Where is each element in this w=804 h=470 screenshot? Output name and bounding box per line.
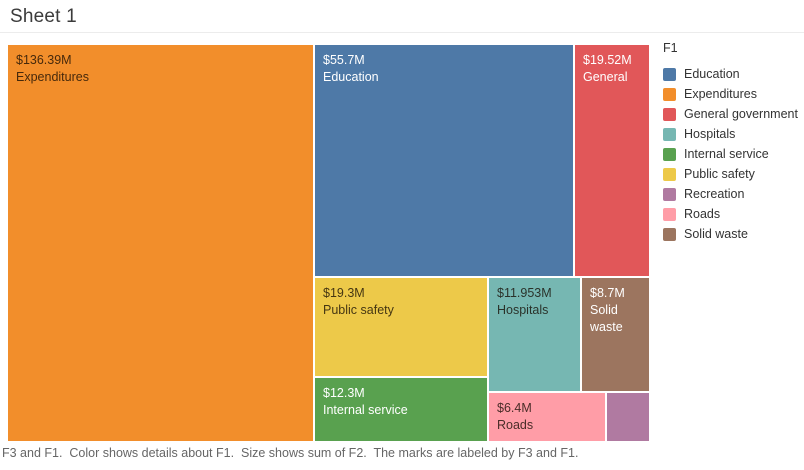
treemap-tile-hospitals[interactable]: $11.953M Hospitals (489, 278, 580, 391)
treemap-tile-recreation[interactable] (607, 393, 649, 441)
tile-value: $19.52M (583, 53, 632, 67)
legend-title: F1 (663, 41, 678, 55)
treemap-tile-expenditures[interactable]: $136.39M Expenditures (8, 45, 313, 441)
page-title: Sheet 1 (10, 6, 77, 27)
legend-item-general-government[interactable]: General government (661, 104, 801, 124)
title-divider (0, 32, 804, 33)
tile-value: $8.7M (590, 286, 625, 300)
tile-value: $6.4M (497, 401, 532, 415)
treemap-tile-public-safety[interactable]: $19.3M Public safety (315, 278, 487, 376)
tile-value: $55.7M (323, 53, 365, 67)
legend-items: Education Expenditures General governmen… (661, 64, 801, 244)
legend: F1 Education Expenditures General govern… (661, 41, 801, 244)
legend-item-expenditures[interactable]: Expenditures (661, 84, 801, 104)
legend-item-internal-service[interactable]: Internal service (661, 144, 801, 164)
treemap-tile-solid-waste[interactable]: $8.7M Solid waste (582, 278, 649, 391)
legend-item-label: Public safety (684, 167, 755, 181)
tile-label: Public safety (323, 302, 394, 317)
legend-item-solid-waste[interactable]: Solid waste (661, 224, 801, 244)
legend-swatch-icon (663, 227, 676, 241)
tile-label: General (583, 69, 628, 84)
treemap-tile-education[interactable]: $55.7M Education (315, 45, 573, 276)
tile-label: Expenditures (16, 69, 89, 84)
chart-caption: F3 and F1. Color shows details about F1.… (2, 446, 579, 460)
legend-swatch-icon (663, 187, 676, 201)
legend-swatch-icon (663, 207, 676, 221)
treemap-tile-roads[interactable]: $6.4M Roads (489, 393, 605, 441)
legend-item-label: Solid waste (684, 227, 748, 241)
legend-swatch-icon (663, 127, 676, 141)
legend-swatch-icon (663, 167, 676, 181)
legend-item-hospitals[interactable]: Hospitals (661, 124, 801, 144)
legend-swatch-icon (663, 147, 676, 161)
treemap-tile-general[interactable]: $19.52M General (575, 45, 649, 276)
legend-item-label: Hospitals (684, 127, 736, 141)
legend-item-label: Recreation (684, 187, 745, 201)
treemap: $136.39M Expenditures $55.7M Education $… (8, 45, 649, 441)
legend-item-public-safety[interactable]: Public safety (661, 164, 801, 184)
legend-item-roads[interactable]: Roads (661, 204, 801, 224)
tile-value: $12.3M (323, 386, 365, 400)
tile-label: Internal service (323, 402, 408, 417)
tile-value: $136.39M (16, 53, 72, 67)
tile-value: $11.953M (497, 286, 552, 300)
legend-item-label: Internal service (684, 147, 769, 161)
legend-item-label: Roads (684, 207, 721, 221)
legend-item-label: Expenditures (684, 87, 757, 101)
legend-swatch-icon (663, 107, 676, 121)
tile-value: $19.3M (323, 286, 365, 300)
legend-item-recreation[interactable]: Recreation (661, 184, 801, 204)
tile-label: Roads (497, 417, 534, 432)
legend-item-label: General government (684, 107, 798, 121)
treemap-tile-internal-service[interactable]: $12.3M Internal service (315, 378, 487, 441)
legend-swatch-icon (663, 87, 676, 101)
tile-label: Solid waste (590, 302, 623, 334)
legend-item-label: Education (684, 67, 740, 81)
legend-swatch-icon (663, 67, 676, 81)
tile-label: Hospitals (497, 302, 549, 317)
legend-item-education[interactable]: Education (661, 64, 801, 84)
tile-label: Education (323, 69, 379, 84)
